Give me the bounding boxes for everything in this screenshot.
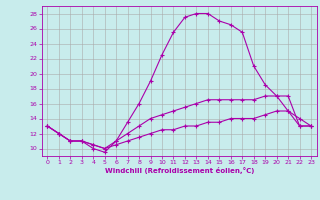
- X-axis label: Windchill (Refroidissement éolien,°C): Windchill (Refroidissement éolien,°C): [105, 167, 254, 174]
